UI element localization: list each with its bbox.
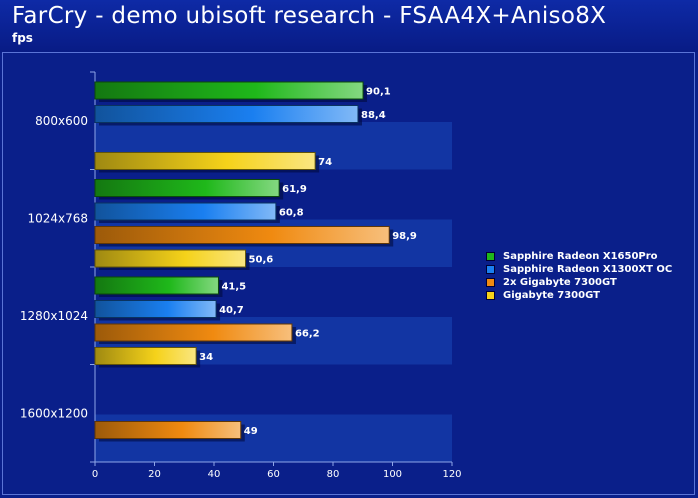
x-tick-label: 0 xyxy=(92,469,98,480)
bar xyxy=(94,300,217,318)
bar-value-label: 74 xyxy=(318,157,332,168)
legend-label: Sapphire Radeon X1650Pro xyxy=(503,250,658,262)
bar-value-label: 66,2 xyxy=(295,329,320,340)
legend-item: 2x Gigabyte 7300GT xyxy=(486,276,672,288)
legend-swatch xyxy=(486,264,495,274)
category-label: 1600x1200 xyxy=(20,406,88,420)
category-label: 1024x768 xyxy=(27,211,88,225)
bar xyxy=(94,323,293,342)
x-tick-label: 40 xyxy=(208,469,221,480)
bar xyxy=(94,249,247,268)
bar xyxy=(94,152,316,170)
x-tick-label: 60 xyxy=(267,469,280,480)
bar xyxy=(94,226,390,244)
bar xyxy=(94,347,197,365)
x-tick-label: 80 xyxy=(327,469,340,480)
bar-value-label: 61,9 xyxy=(282,184,307,195)
bar xyxy=(94,179,280,197)
bar-value-label: 90,1 xyxy=(366,87,391,98)
bar xyxy=(94,202,277,221)
x-tick-label: 120 xyxy=(442,469,461,480)
category-label: 800x600 xyxy=(35,114,88,128)
bar-value-label: 40,7 xyxy=(219,305,244,316)
bar-value-label: 49 xyxy=(244,426,258,437)
bar-value-label: 41,5 xyxy=(221,282,246,293)
x-tick-label: 20 xyxy=(148,469,161,480)
chart-legend: Sapphire Radeon X1650Pro Sapphire Radeon … xyxy=(486,250,672,302)
legend-item: Sapphire Radeon X1300XT OC xyxy=(486,263,672,275)
legend-label: Gigabyte 7300GT xyxy=(503,289,600,301)
chart-frame xyxy=(2,52,695,495)
bar xyxy=(94,81,364,100)
chart-title: FarCry - demo ubisoft research - FSAA4X+… xyxy=(12,3,607,29)
bar xyxy=(94,421,242,439)
legend-swatch xyxy=(486,290,495,300)
x-tick-label: 100 xyxy=(383,469,402,480)
legend-item: Sapphire Radeon X1650Pro xyxy=(486,250,672,262)
bar-value-label: 98,9 xyxy=(392,231,417,242)
bar-value-label: 34 xyxy=(199,352,213,363)
chart-unit-label: fps xyxy=(12,31,33,45)
legend-swatch xyxy=(486,251,495,261)
legend-swatch xyxy=(486,277,495,287)
category-label: 1280x1024 xyxy=(20,309,88,323)
bar xyxy=(94,276,219,295)
legend-label: 2x Gigabyte 7300GT xyxy=(503,276,617,288)
bar-value-label: 88,4 xyxy=(361,110,386,121)
bar xyxy=(94,105,359,123)
bar-value-label: 50,6 xyxy=(249,255,274,266)
bar-value-label: 60,8 xyxy=(279,208,304,219)
legend-label: Sapphire Radeon X1300XT OC xyxy=(503,263,673,275)
chart-header: FarCry - demo ubisoft research - FSAA4X+… xyxy=(0,0,698,52)
legend-item: Gigabyte 7300GT xyxy=(486,289,672,301)
